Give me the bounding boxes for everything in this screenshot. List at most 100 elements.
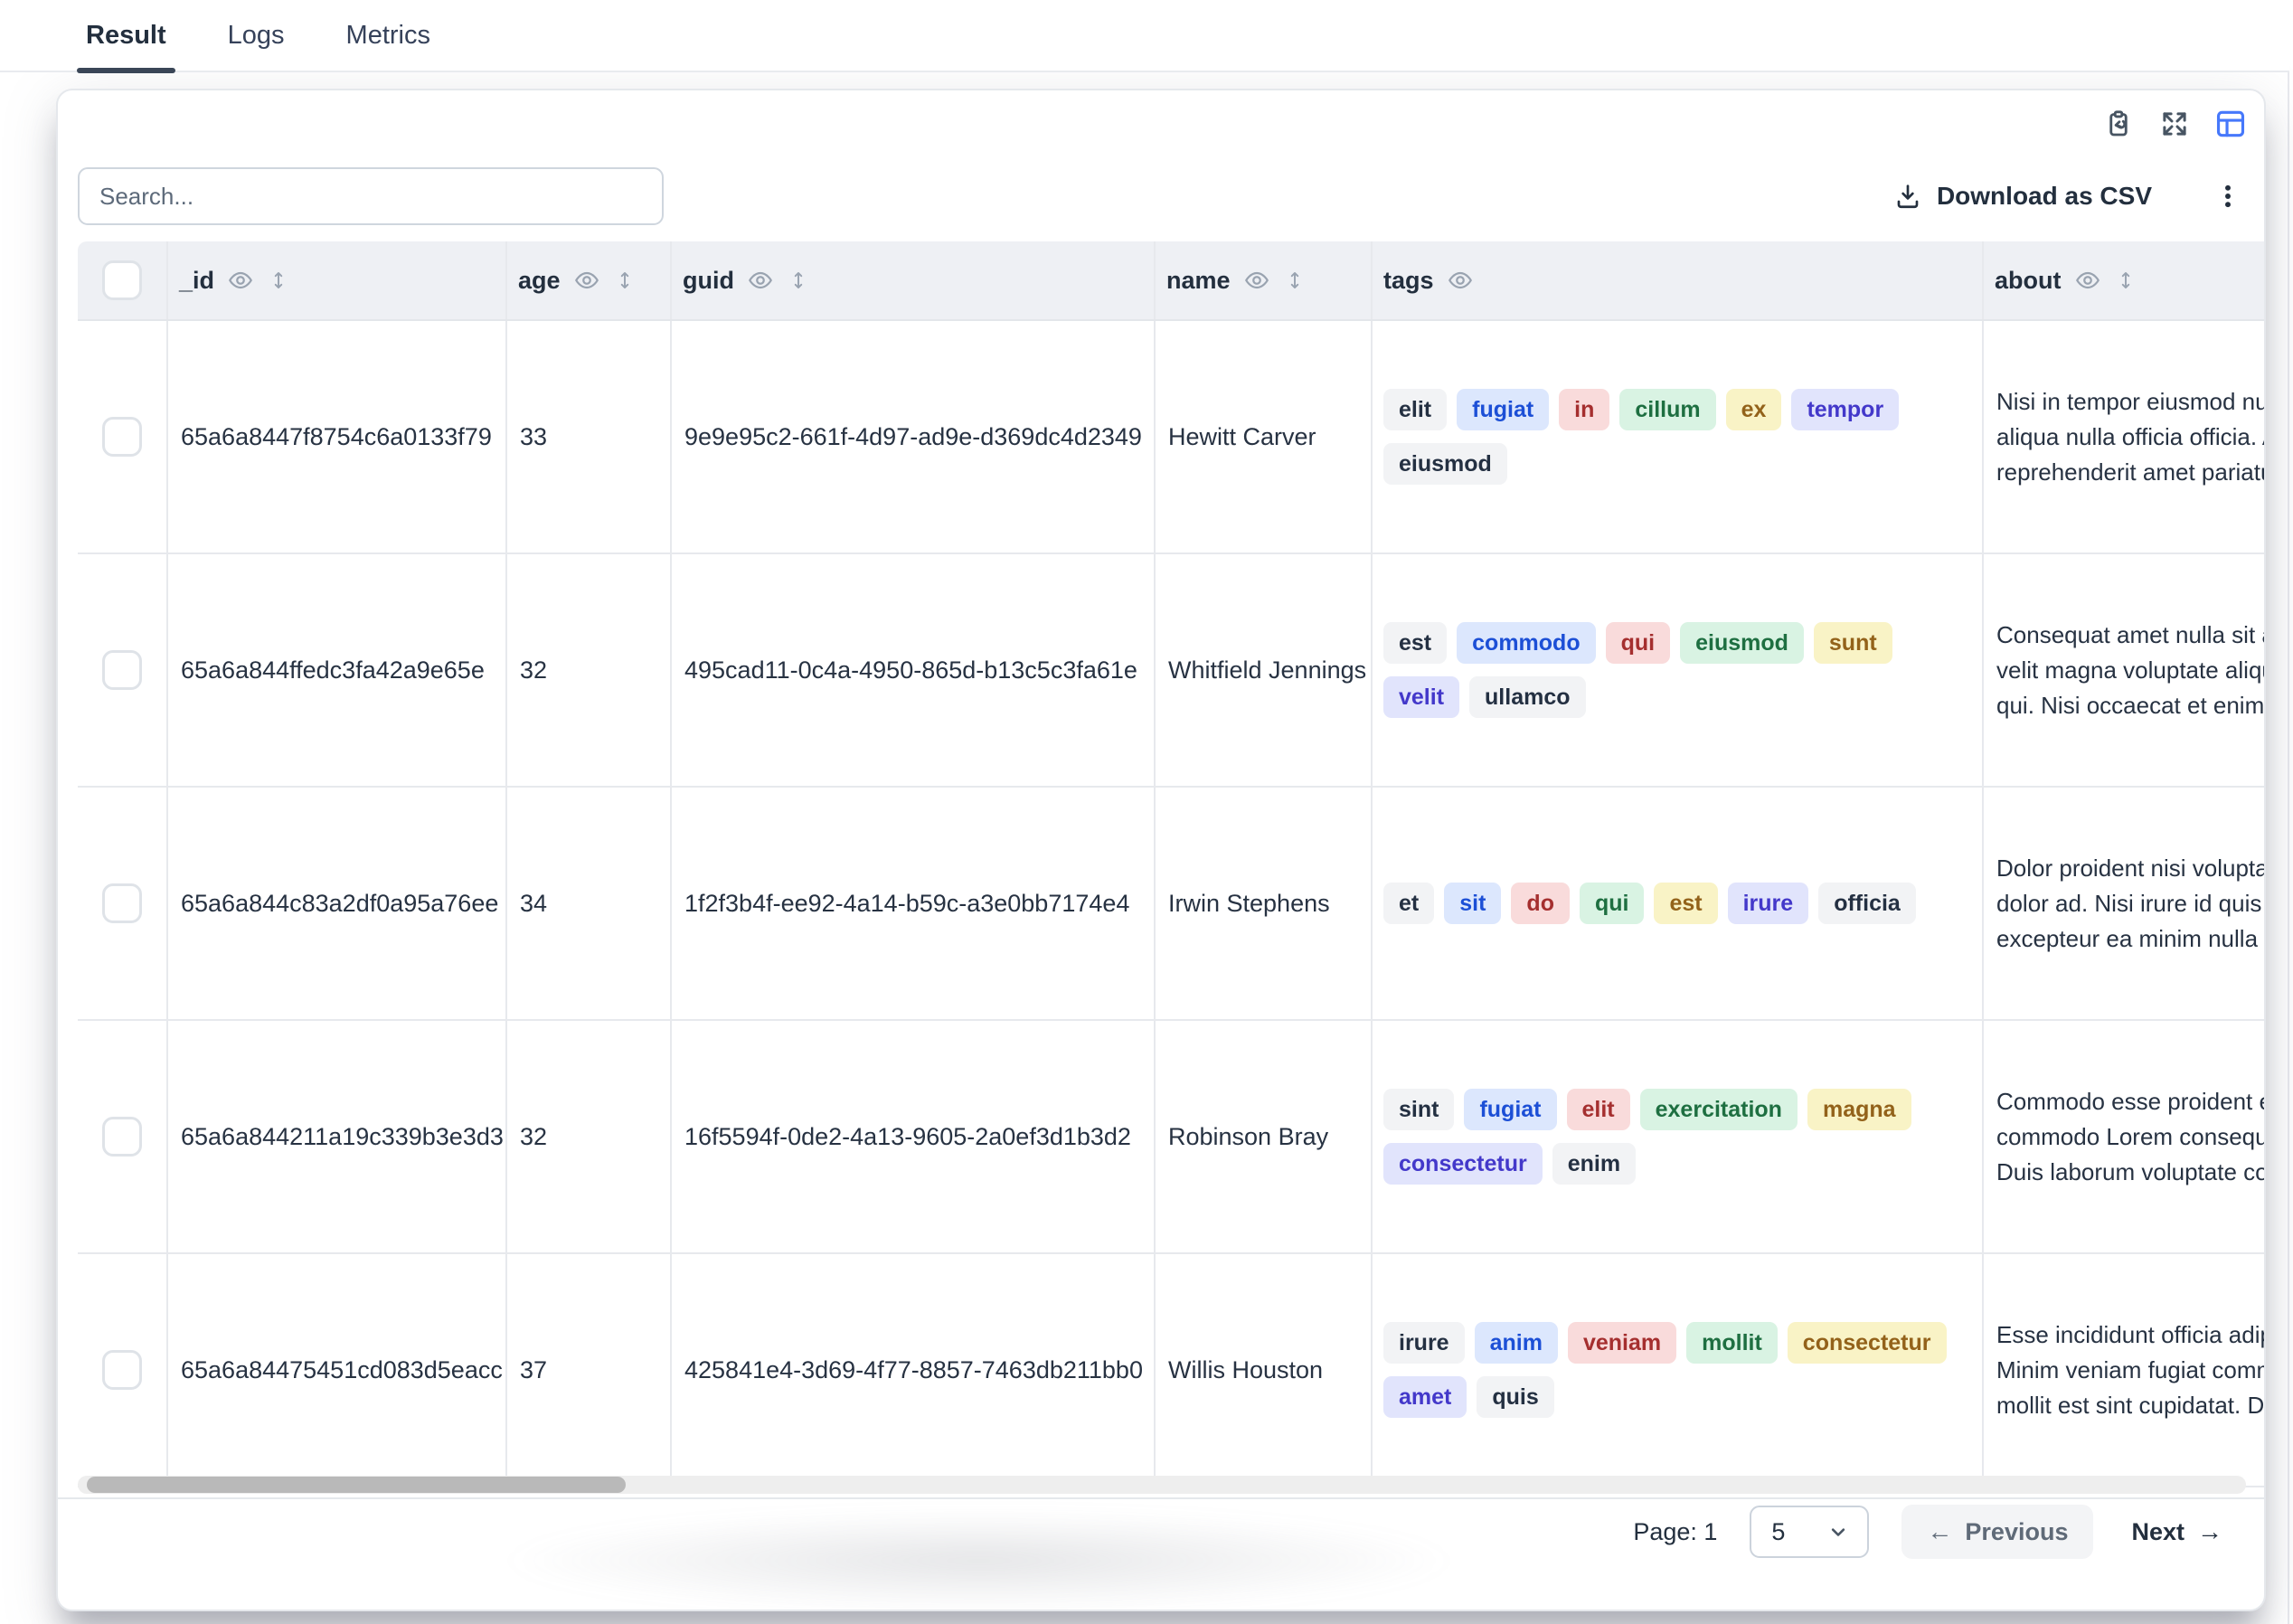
tag-pill: est xyxy=(1383,622,1448,664)
column-header-guid: guid xyxy=(672,241,1156,319)
cell-age: 33 xyxy=(507,321,672,552)
download-csv-button[interactable]: Download as CSV xyxy=(1893,182,2152,211)
about-text-line: velit magna voluptate aliqu xyxy=(1996,656,2266,684)
pagination-bar: Page: 1 5 ← Previous Next → xyxy=(58,1497,2264,1564)
tag-pill: cillum xyxy=(1619,389,1716,430)
search-input[interactable] xyxy=(78,167,664,225)
cell-_id: 65a6a8447f8754c6a0133f79 xyxy=(168,321,507,552)
kebab-menu-icon[interactable] xyxy=(2212,178,2244,214)
about-text-line: dolor ad. Nisi irure id quis e xyxy=(1996,889,2266,917)
tag-pill: officia xyxy=(1818,883,1916,924)
checkbox-cell xyxy=(78,554,168,786)
column-header-age: age xyxy=(507,241,672,319)
about-text-line: Commodo esse proident ex xyxy=(1996,1087,2266,1115)
cell-about: Consequat amet nulla sit a velit magna vo… xyxy=(1984,554,2266,786)
eye-icon[interactable] xyxy=(227,267,254,294)
right-panel-divider xyxy=(2288,0,2289,1624)
tag-pill: irure xyxy=(1383,1322,1465,1364)
left-arrow-icon: ← xyxy=(1927,1517,1953,1545)
column-label-age: age xyxy=(518,266,561,294)
sort-icon[interactable] xyxy=(267,266,290,295)
tag-pill: qui xyxy=(1579,883,1645,924)
cell-about: Commodo esse proident ex commodo Lorem co… xyxy=(1984,1021,2266,1252)
about-text-line: Consequat amet nulla sit a xyxy=(1996,620,2266,648)
tab-logs[interactable]: Logs xyxy=(227,20,285,50)
tag-pill: in xyxy=(1559,389,1610,430)
about-text-line: reprehenderit amet pariatu xyxy=(1996,458,2266,486)
about-text-line: Nisi in tempor eiusmod null xyxy=(1996,387,2266,415)
column-label-guid: guid xyxy=(683,266,734,294)
row-checkbox[interactable] xyxy=(102,883,142,923)
sort-icon[interactable] xyxy=(613,266,637,295)
next-page-button[interactable]: Next → xyxy=(2126,1505,2228,1559)
cell-_id: 65a6a844211a19c339b3e3d3 xyxy=(168,1021,507,1252)
tag-pill: ex xyxy=(1725,389,1782,430)
tag-pill: veniam xyxy=(1567,1322,1677,1364)
tag-pill: ullamco xyxy=(1469,676,1586,718)
tab-result[interactable]: Result xyxy=(77,0,175,73)
result-panel: Download as CSV _id age guid name tags about … xyxy=(56,89,2266,1611)
sort-icon[interactable] xyxy=(787,266,810,295)
eye-icon[interactable] xyxy=(1243,267,1270,294)
table-view-icon[interactable] xyxy=(2213,107,2248,141)
sort-icon[interactable] xyxy=(1283,266,1307,295)
column-label-tags: tags xyxy=(1383,266,1434,294)
row-checkbox[interactable] xyxy=(102,1117,142,1157)
tag-pill: magna xyxy=(1807,1089,1911,1130)
checkbox-cell xyxy=(78,1021,168,1252)
cell-name: Whitfield Jennings xyxy=(1156,554,1373,786)
cell-guid: 16f5594f-0de2-4a13-9605-2a0ef3d1b3d2 xyxy=(672,1021,1156,1252)
tag-pill: exercitation xyxy=(1639,1089,1798,1130)
eye-icon[interactable] xyxy=(2074,267,2101,294)
tag-pill: sunt xyxy=(1813,622,1892,664)
row-checkbox[interactable] xyxy=(102,417,142,457)
tag-pill: eiusmod xyxy=(1383,443,1507,485)
select-all-checkbox[interactable] xyxy=(102,260,142,300)
horizontal-scrollbar-track[interactable] xyxy=(78,1476,2246,1494)
horizontal-scrollbar-thumb[interactable] xyxy=(87,1477,626,1493)
about-text-line: excepteur ea minim nulla u xyxy=(1996,924,2266,952)
row-checkbox[interactable] xyxy=(102,1350,142,1390)
checkbox-cell xyxy=(78,1254,168,1486)
about-text-line: Duis laborum voluptate cor xyxy=(1996,1157,2266,1185)
tag-pill: fugiat xyxy=(1464,1089,1557,1130)
eye-icon[interactable] xyxy=(1447,267,1474,294)
fullscreen-icon[interactable] xyxy=(2157,107,2192,141)
about-text-line: qui. Nisi occaecat et enim a xyxy=(1996,691,2266,719)
cell-guid: 1f2f3b4f-ee92-4a14-b59c-a3e0bb7174e4 xyxy=(672,788,1156,1019)
about-text-line: Esse incididunt officia adip xyxy=(1996,1320,2266,1348)
cell-age: 37 xyxy=(507,1254,672,1486)
table-header-row: _id age guid name tags about xyxy=(78,241,2264,321)
column-header-about: about xyxy=(1984,241,2264,319)
cell-tags: est commodo qui eiusmod sunt velit ullamco xyxy=(1373,554,1984,786)
tab-metrics[interactable]: Metrics xyxy=(345,20,430,50)
page-size-select[interactable]: 5 xyxy=(1750,1506,1870,1558)
row-checkbox[interactable] xyxy=(102,650,142,690)
eye-icon[interactable] xyxy=(573,267,600,294)
previous-page-button[interactable]: ← Previous xyxy=(1901,1505,2094,1559)
column-header-_id: _id xyxy=(168,241,507,319)
next-label: Next xyxy=(2131,1517,2184,1545)
about-text-line: Minim veniam fugiat comm xyxy=(1996,1355,2266,1383)
tag-pill: qui xyxy=(1605,622,1671,664)
cell-guid: 495cad11-0c4a-4950-865d-b13c5c3fa61e xyxy=(672,554,1156,786)
sort-icon[interactable] xyxy=(2114,266,2137,295)
cell-tags: sint fugiat elit exercitation magna consectet… xyxy=(1373,1021,1984,1252)
cell-about: Nisi in tempor eiusmod null aliqua nulla … xyxy=(1984,321,2266,552)
tag-pill: commodo xyxy=(1457,622,1596,664)
eye-icon[interactable] xyxy=(747,267,774,294)
tag-pill: consectetur xyxy=(1787,1322,1947,1364)
about-text-line: commodo Lorem consequa xyxy=(1996,1122,2266,1150)
cell-_id: 65a6a844ffedc3fa42a9e65e xyxy=(168,554,507,786)
clipboard-copy-icon[interactable] xyxy=(2101,107,2136,141)
tag-pill: consectetur xyxy=(1383,1143,1543,1185)
cell-tags: elit fugiat in cillum ex tempor eiusmod xyxy=(1373,321,1984,552)
previous-label: Previous xyxy=(1965,1517,2069,1545)
about-text-line: Dolor proident nisi voluptat xyxy=(1996,854,2266,882)
tag-pill: sint xyxy=(1383,1089,1455,1130)
tag-pill: tempor xyxy=(1791,389,1900,430)
cell-name: Willis Houston xyxy=(1156,1254,1373,1486)
tag-pill: anim xyxy=(1474,1322,1558,1364)
tag-pill: irure xyxy=(1727,883,1809,924)
cell-name: Irwin Stephens xyxy=(1156,788,1373,1019)
